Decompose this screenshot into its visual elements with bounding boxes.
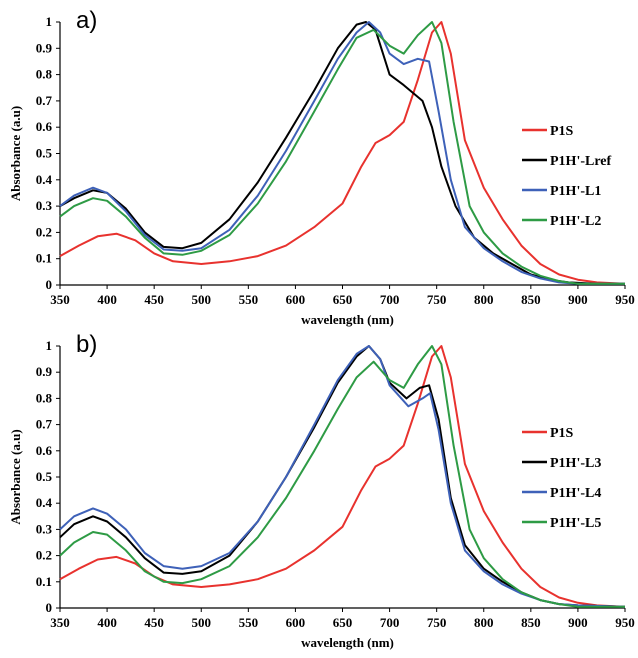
x-tick-label: 850 [521,615,541,630]
y-tick-label: 0.1 [36,574,52,589]
y-tick-label: 1 [46,14,53,29]
x-axis-title: wavelength (nm) [301,312,394,327]
x-tick-label: 500 [192,292,212,307]
series-line-1 [59,21,626,285]
legend-label: P1H'-L3 [550,456,601,471]
x-tick-label: 450 [144,615,164,630]
x-tick-label: 750 [427,292,447,307]
chart-panel-2: 0 0.1 0.2 0.3 0.4 0.5 0.6 0.7 0.8 0.9 1 350 400 450 50… [8,331,635,650]
y-tick-label: 0.4 [36,172,53,187]
y-tick-label: 0.2 [36,224,52,239]
series-line-3 [59,21,625,285]
x-tick-label: 850 [521,292,541,307]
x-tick-label: 900 [568,292,588,307]
y-tick-label: 0.4 [36,495,53,510]
y-tick-label: 0.3 [36,198,53,213]
legend-label: P1H'-L5 [550,516,601,531]
panel-label: a) [76,7,97,34]
x-tick-label: 600 [286,615,306,630]
series-line-3 [59,345,626,608]
x-tick-label: 350 [50,292,70,307]
legend-label: P1S [550,124,574,139]
legend-label: P1H'-L4 [550,486,601,501]
y-tick-label: 0.9 [36,40,53,55]
y-tick-label: 0.7 [36,417,53,432]
series-line-1 [59,345,626,608]
x-tick-label: 550 [239,292,259,307]
x-tick-label: 800 [474,292,494,307]
series-line-2 [59,21,625,285]
y-tick-label: 0.5 [36,146,53,161]
y-tick-label: 0.3 [36,521,53,536]
legend-label: P1H'-Lref [550,154,612,169]
x-tick-label: 950 [615,615,635,630]
x-axis-title: wavelength (nm) [301,635,394,650]
x-tick-label: 400 [97,615,117,630]
y-tick-label: 0 [46,600,53,615]
legend: P1S P1H'-Lref P1H'-L1 P1H'-L2 [522,124,612,229]
legend-label: P1S [550,426,574,441]
y-tick-label: 1 [46,338,53,353]
legend-label: P1H'-L2 [550,214,601,229]
y-tick-label: 0.7 [36,93,53,108]
series-line-4 [59,345,625,608]
x-tick-label: 350 [50,615,70,630]
y-axis-title: Absorbance (a.u) [8,106,23,201]
x-tick-label: 450 [144,292,164,307]
y-tick-label: 0.1 [36,251,52,266]
x-tick-label: 900 [568,615,588,630]
chart-panel-1: 0 0.1 0.2 0.3 0.4 0.5 0.6 0.7 0.8 0.9 1 350 400 450 50… [8,7,635,327]
x-tick-label: 800 [474,615,494,630]
y-tick-label: 0 [46,277,53,292]
y-tick-label: 0.6 [36,119,53,134]
y-tick-label: 0.2 [36,548,52,563]
legend-label: P1H'-L1 [550,184,601,199]
y-tick-label: 0.9 [36,364,53,379]
y-tick-label: 0.8 [36,67,53,82]
series-line-4 [59,21,625,285]
legend: P1S P1H'-L3 P1H'-L4 P1H'-L5 [522,426,601,531]
x-tick-label: 700 [380,615,400,630]
x-tick-label: 400 [97,292,117,307]
y-tick-label: 0.8 [36,390,53,405]
x-tick-label: 700 [380,292,400,307]
x-tick-label: 500 [192,615,212,630]
series-line-2 [59,345,626,608]
panel-label: b) [76,331,97,358]
y-axis-title: Absorbance (a.u) [8,429,23,524]
x-tick-label: 550 [239,615,259,630]
y-tick-label: 0.5 [36,469,53,484]
y-tick-label: 0.6 [36,443,53,458]
x-tick-label: 600 [286,292,306,307]
x-tick-label: 650 [333,615,353,630]
x-tick-label: 750 [427,615,447,630]
x-tick-label: 650 [333,292,353,307]
x-tick-label: 950 [615,292,635,307]
